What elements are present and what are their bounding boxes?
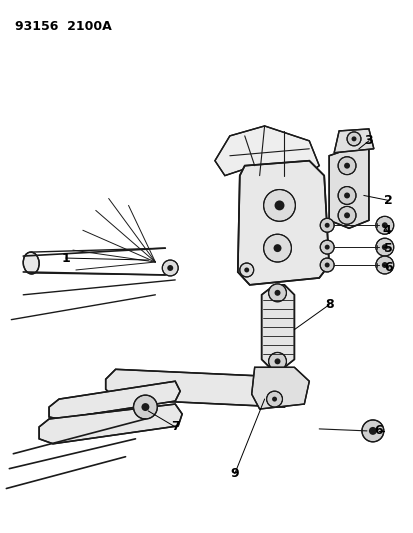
Circle shape: [268, 352, 286, 370]
Polygon shape: [261, 285, 294, 367]
Polygon shape: [49, 381, 180, 419]
Ellipse shape: [23, 252, 39, 274]
Circle shape: [273, 244, 281, 252]
Polygon shape: [237, 161, 328, 285]
Circle shape: [320, 258, 333, 272]
Circle shape: [133, 395, 157, 419]
Text: 8: 8: [324, 298, 333, 311]
Circle shape: [343, 192, 349, 198]
Circle shape: [343, 163, 349, 168]
Text: 93156  2100A: 93156 2100A: [15, 20, 112, 33]
Circle shape: [337, 187, 355, 205]
Circle shape: [141, 403, 149, 411]
Text: 1: 1: [62, 252, 70, 264]
Text: 2: 2: [383, 194, 392, 207]
Circle shape: [381, 262, 387, 268]
Circle shape: [343, 212, 349, 219]
Circle shape: [274, 358, 280, 365]
Circle shape: [239, 263, 253, 277]
Circle shape: [337, 206, 355, 224]
Circle shape: [274, 290, 280, 296]
Text: 3: 3: [364, 134, 372, 147]
Circle shape: [268, 284, 286, 302]
Polygon shape: [105, 369, 294, 407]
Polygon shape: [39, 404, 182, 444]
Circle shape: [320, 219, 333, 232]
Circle shape: [375, 238, 393, 256]
Text: 6: 6: [374, 424, 382, 438]
Polygon shape: [251, 367, 309, 409]
Text: 4: 4: [382, 224, 390, 237]
Circle shape: [274, 200, 284, 211]
Circle shape: [375, 256, 393, 274]
Circle shape: [361, 420, 383, 442]
Circle shape: [375, 216, 393, 234]
Polygon shape: [214, 126, 318, 181]
Circle shape: [337, 157, 355, 175]
Text: 7: 7: [171, 421, 179, 433]
Polygon shape: [328, 149, 368, 228]
Circle shape: [324, 245, 329, 249]
Circle shape: [324, 223, 329, 228]
Circle shape: [324, 263, 329, 268]
Circle shape: [271, 397, 276, 401]
Circle shape: [368, 427, 376, 435]
Circle shape: [351, 136, 356, 141]
Circle shape: [244, 268, 249, 272]
Circle shape: [381, 244, 387, 250]
Polygon shape: [333, 129, 373, 153]
Circle shape: [320, 240, 333, 254]
Circle shape: [346, 132, 360, 146]
Text: 6: 6: [384, 262, 392, 274]
Text: 5: 5: [383, 241, 392, 255]
Circle shape: [263, 234, 291, 262]
Circle shape: [167, 265, 173, 271]
Text: 9: 9: [230, 467, 239, 480]
Circle shape: [263, 190, 295, 221]
Circle shape: [266, 391, 282, 407]
Circle shape: [381, 222, 387, 228]
Circle shape: [162, 260, 178, 276]
